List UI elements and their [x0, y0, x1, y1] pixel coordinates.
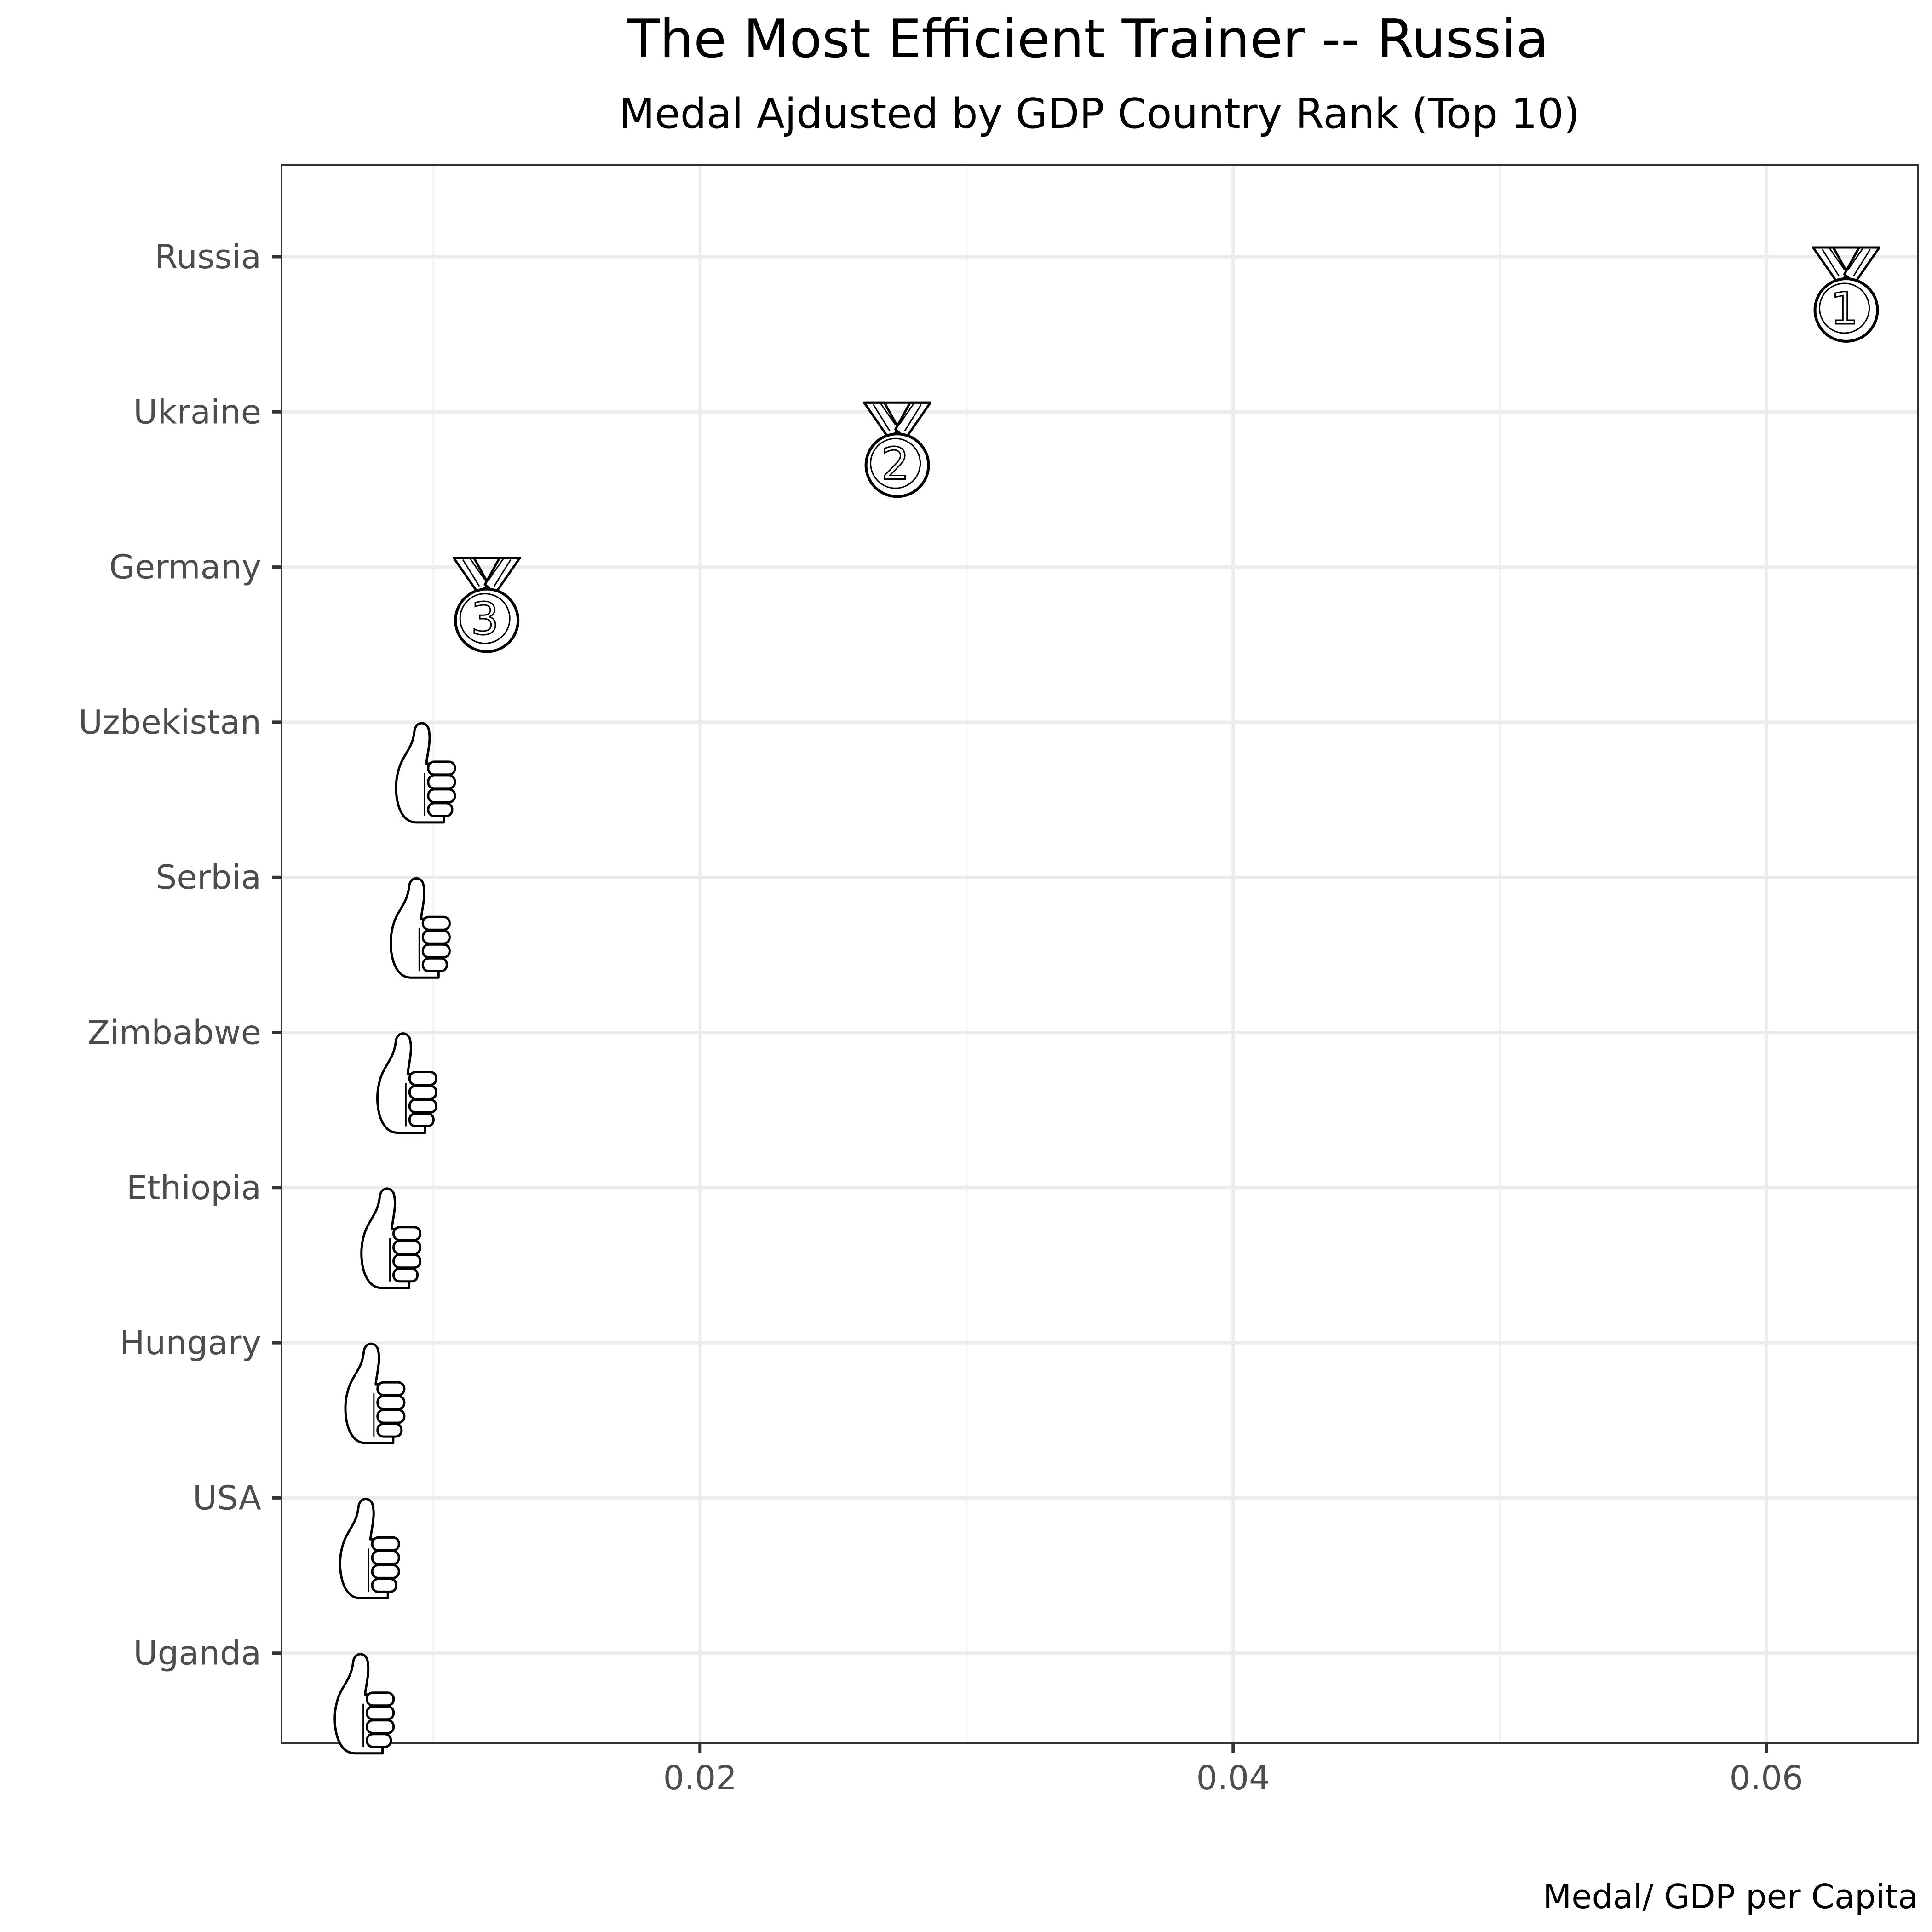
thumbs-up-icon — [376, 1032, 437, 1134]
y-axis: Russia Ukraine Germany Uzbekistan Serbia Zimb… — [78, 237, 282, 1673]
y-tick-label: Hungary — [120, 1323, 261, 1362]
y-tick-label: Russia — [155, 237, 261, 276]
data-points: 1 2 3 — [334, 246, 1881, 1755]
thumbs-up-icon — [395, 722, 456, 824]
silver-medal-icon: 2 — [863, 401, 932, 498]
thumbs-up-icon — [389, 877, 451, 979]
svg-text:1: 1 — [1830, 283, 1858, 334]
y-tick-label: Uzbekistan — [78, 703, 261, 742]
thumbs-up-icon — [360, 1187, 422, 1289]
y-tick-label: Zimbabwe — [87, 1013, 261, 1052]
x-tick-label: 0.04 — [1196, 1759, 1270, 1797]
y-tick-label: Uganda — [133, 1634, 261, 1673]
x-axis-title: Medal/ GDP per Capita — [1543, 1877, 1918, 1916]
thumbs-up-icon — [334, 1653, 395, 1755]
gold-medal-icon: 1 — [1812, 246, 1881, 343]
y-tick-label: Ethiopia — [126, 1168, 261, 1207]
y-tick-label: Ukraine — [133, 392, 261, 431]
y-tick-label: Serbia — [156, 858, 261, 897]
grid-lines — [282, 165, 1918, 1743]
thumbs-up-icon — [339, 1498, 400, 1599]
x-axis: 0.02 0.04 0.06 — [663, 1743, 1803, 1797]
x-tick-label: 0.02 — [663, 1759, 737, 1797]
svg-text:3: 3 — [471, 593, 499, 645]
plot-panel-border — [281, 164, 1919, 1744]
chart-subtitle: Medal Ajdusted by GDP Country Rank (Top … — [619, 90, 1580, 138]
bronze-medal-icon: 3 — [452, 557, 521, 653]
thumbs-up-icon — [344, 1342, 406, 1444]
y-tick-label: Germany — [109, 548, 261, 586]
svg-text:2: 2 — [881, 438, 909, 489]
chart-title: The Most Efficient Trainer -- Russia — [627, 8, 1548, 70]
y-tick-label: USA — [193, 1478, 261, 1517]
x-tick-label: 0.06 — [1730, 1759, 1803, 1797]
